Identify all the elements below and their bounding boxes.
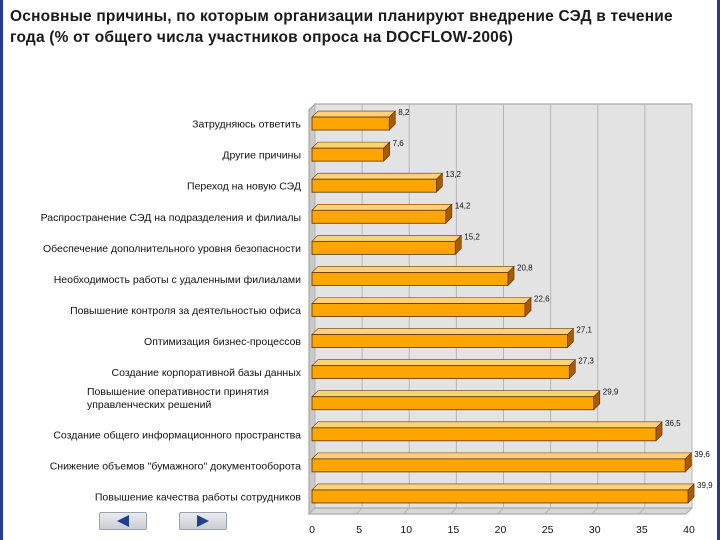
gridline-floor [638,507,646,515]
bar-top-face [311,141,391,149]
triangle-right-icon [197,515,209,527]
bar [311,396,595,411]
left-frame-border [0,0,3,540]
bar-side-face [388,110,396,131]
bar-value-label: 7,6 [393,139,405,148]
bar-value-label: 20,8 [517,263,533,272]
x-tick-label: 10 [400,524,412,536]
bar-side-face [507,265,515,287]
bar-side-face [567,327,574,349]
category-label: Снижение объемов "бумажного" документооб… [50,460,301,472]
x-tick-label: 15 [448,524,460,536]
gridline-floor [685,507,693,515]
category-label: Затрудняюсь ответить [192,119,301,131]
bar-top-face [311,390,601,398]
bar-side-face [569,358,576,380]
bar-side-face [684,452,692,473]
bar-top-face [311,483,695,491]
bar-value-label: 39,9 [697,481,713,490]
bar-value-label: 29,9 [603,388,619,397]
category-label: Обеспечение дополнительного уровня безоп… [43,243,301,255]
bar-side-face [593,390,601,411]
bar [311,147,385,162]
bar-side-face [445,203,453,224]
category-label: Повышение качества работы сотрудников [95,491,302,503]
x-tick-label: 40 [683,524,695,536]
bar-top-face [311,328,575,335]
bar-side-face [454,234,462,256]
bar-value-label: 8,2 [398,108,410,117]
bar [311,458,686,473]
gridline-floor [308,507,316,515]
category-label: Создание общего информационного простран… [53,429,301,441]
bar-side-face [383,141,390,162]
bar-value-label: 39,6 [694,450,710,459]
bar [311,272,509,286]
gridline-floor [591,507,599,515]
bar-side-face [524,296,532,318]
bar-top-face [311,110,397,118]
bar-value-label: 27,3 [578,357,594,366]
bar-side-face [436,172,443,193]
bar [311,209,447,224]
category-label: Распространение СЭД на подразделения и ф… [41,212,301,224]
gridline-floor [450,507,457,515]
bar-top-face [311,172,444,180]
bar-top-face [311,203,453,211]
category-label: Повышение контроля за деятельностью офис… [70,305,301,317]
bar-top-face [311,235,462,242]
bar-side-face [655,421,663,442]
bar [311,116,390,131]
chart-title: Основные причины, по которым организации… [10,8,673,46]
bar-top-face [311,266,515,273]
next-slide-button[interactable] [179,512,227,530]
bar-top-face [311,421,663,429]
bar [311,427,657,442]
bar-value-label: 15,2 [464,232,480,241]
bar-top-face [311,452,692,460]
gridline-floor [497,507,504,515]
triangle-left-icon [117,515,129,527]
category-label: Необходимость работы с удаленными филиал… [54,274,301,286]
bar [311,178,437,193]
bar-value-label: 13,2 [445,170,461,179]
bar [311,365,570,380]
x-tick-label: 0 [309,524,315,536]
bar [311,240,456,255]
bar-top-face [311,359,577,366]
bar-value-label: 27,1 [576,326,592,335]
bar [311,303,526,317]
bar-value-label: 14,2 [455,201,471,210]
bar-value-label: 22,6 [534,295,550,304]
category-label: Другие причины [222,150,301,162]
x-tick-label: 35 [636,524,648,536]
gridline-floor [355,507,363,515]
right-frame-border [717,0,720,540]
bar-top-face [311,297,532,304]
bar-value-label: 36,5 [665,419,681,428]
x-tick-label: 30 [589,524,601,536]
gridline-floor [402,507,410,515]
category-label: Создание корпоративной базы данных [112,367,302,379]
x-tick-label: 25 [542,524,554,536]
bar [311,489,689,504]
category-label: Переход на новую СЭД [187,181,301,193]
previous-slide-button[interactable] [99,512,147,530]
category-label: Повышение оперативности принятия управлен… [87,386,269,411]
bar [311,334,568,348]
x-tick-label: 5 [356,524,362,536]
x-tick-label: 20 [495,524,507,536]
gridline-floor [544,507,551,515]
category-label: Оптимизация бизнес-процессов [144,336,301,348]
bar-side-face [687,483,695,504]
